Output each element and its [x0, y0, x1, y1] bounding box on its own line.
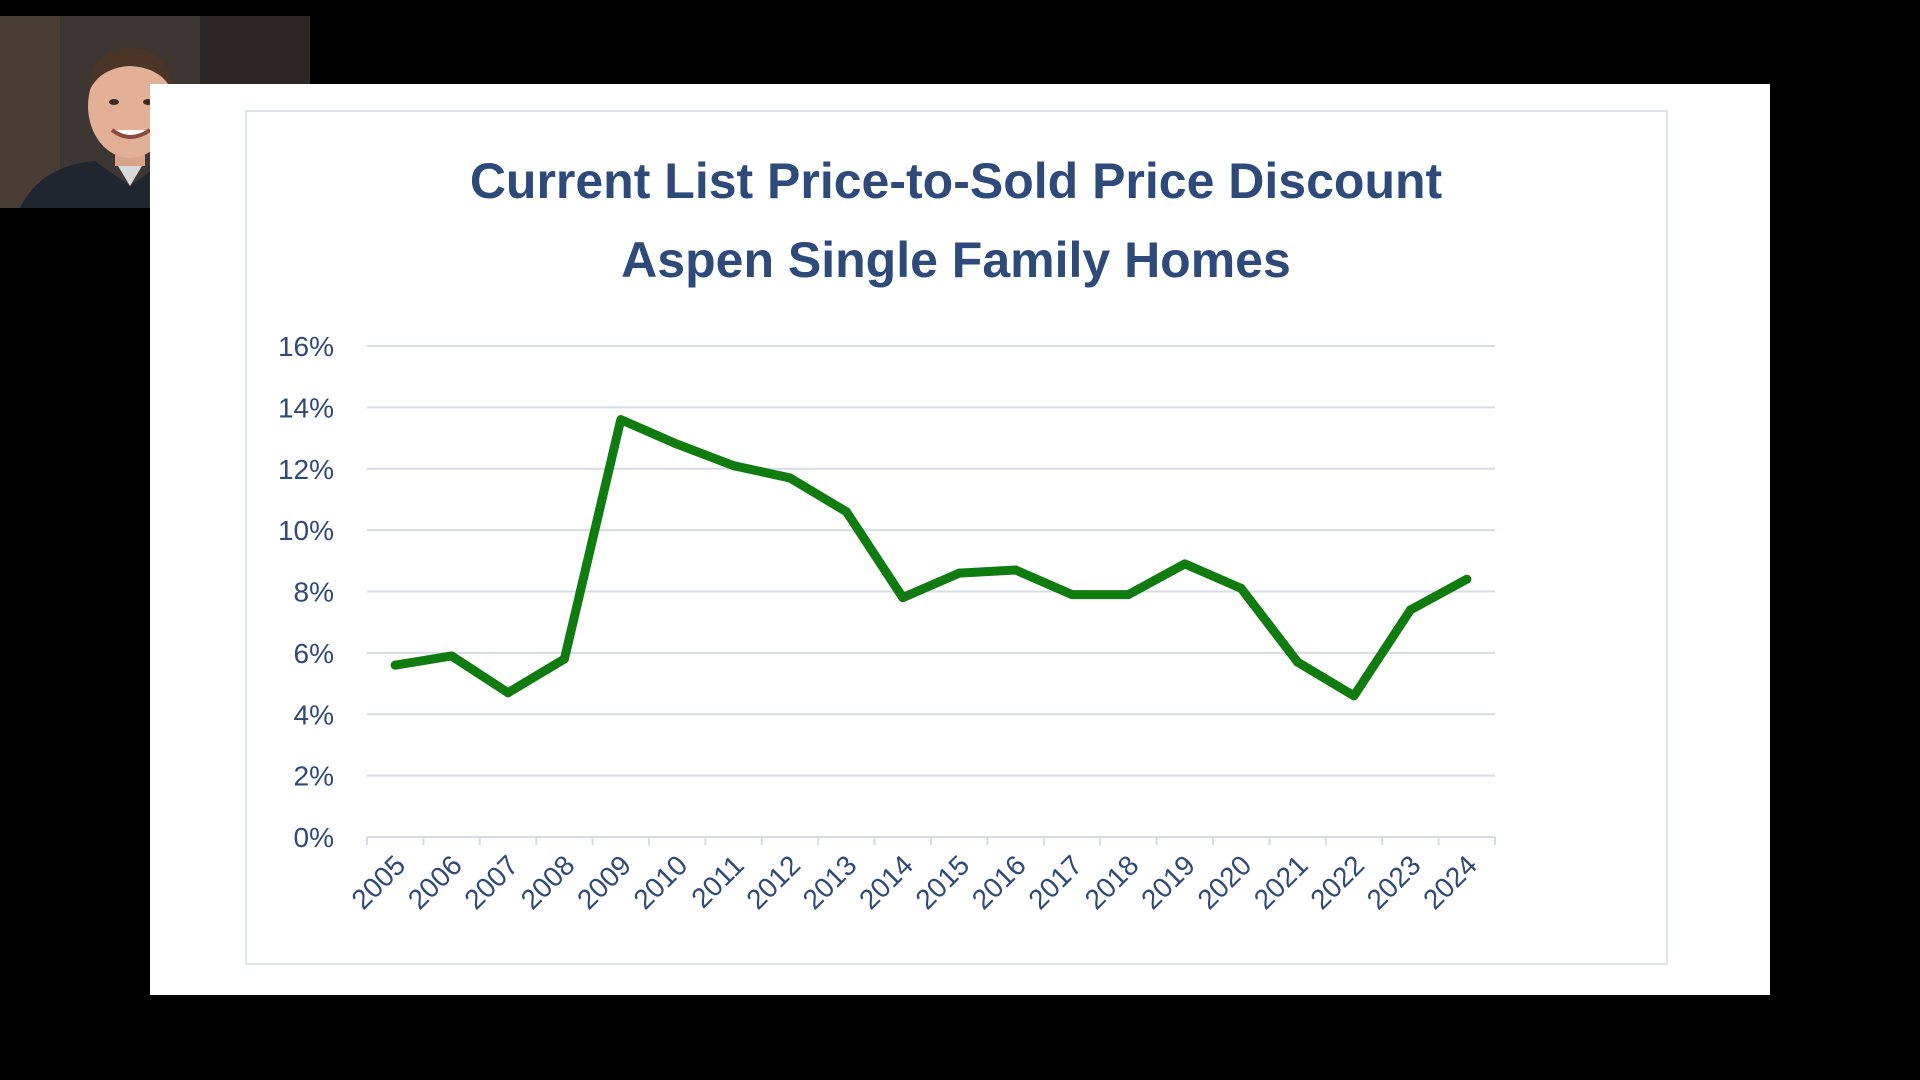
- x-tick-label: 2007: [458, 849, 524, 915]
- data-point: [672, 439, 682, 449]
- chart-title: Current List Price-to-Sold Price Discoun…: [470, 153, 1443, 209]
- x-tick-label: 2010: [627, 849, 693, 915]
- chart-frame: Current List Price-to-Sold Price Discoun…: [245, 110, 1668, 965]
- data-point: [503, 688, 513, 698]
- data-point: [1405, 605, 1415, 615]
- x-tick-label: 2016: [966, 849, 1032, 915]
- x-tick-label: 2014: [853, 849, 919, 915]
- line-chart: Current List Price-to-Sold Price Discoun…: [278, 153, 1496, 915]
- x-tick-label: 2020: [1191, 849, 1257, 915]
- y-tick-label: 14%: [278, 392, 334, 423]
- y-tick-label: 0%: [294, 822, 334, 853]
- x-axis: [366, 836, 1496, 845]
- x-tick-label: 2011: [685, 849, 750, 914]
- data-point: [1123, 590, 1133, 600]
- y-tick-label: 2%: [294, 761, 334, 792]
- data-point: [1462, 574, 1472, 584]
- data-point: [841, 507, 851, 517]
- data-point: [559, 654, 569, 664]
- x-tick-label: 2012: [740, 849, 806, 915]
- data-point: [616, 415, 626, 425]
- x-tick-label: 2024: [1417, 849, 1483, 915]
- x-tick-label: 2021: [1248, 849, 1314, 915]
- x-tick-label: 2023: [1361, 849, 1427, 915]
- y-tick-label: 4%: [294, 699, 334, 730]
- data-point: [1180, 559, 1190, 569]
- data-point: [729, 461, 739, 471]
- data-point: [1011, 565, 1021, 575]
- data-point: [1293, 657, 1303, 667]
- y-tick-label: 6%: [294, 638, 334, 669]
- series-line: [390, 415, 1472, 701]
- data-point: [1349, 691, 1359, 701]
- x-tick-label: 2009: [571, 849, 637, 915]
- data-point: [898, 593, 908, 603]
- x-tick-label: 2018: [1079, 849, 1145, 915]
- x-tick-label: 2006: [402, 849, 468, 915]
- data-point: [954, 568, 964, 578]
- x-tick-label: 2022: [1304, 849, 1370, 915]
- x-tick-label: 2005: [345, 849, 411, 915]
- chart-subtitle: Aspen Single Family Homes: [621, 232, 1291, 288]
- x-axis-ticks: 2005200620072008200920102011201220132014…: [345, 849, 1483, 915]
- x-tick-label: 2017: [1022, 849, 1088, 915]
- x-tick-label: 2008: [515, 849, 581, 915]
- x-tick-label: 2019: [1135, 849, 1201, 915]
- data-point: [447, 651, 457, 661]
- data-point: [785, 473, 795, 483]
- y-axis-ticks: 0% 2% 4% 6% 8% 10% 12% 14% 16%: [278, 331, 334, 853]
- data-point: [1067, 590, 1077, 600]
- presentation-slide: Current List Price-to-Sold Price Discoun…: [150, 84, 1770, 995]
- y-tick-label: 10%: [278, 515, 334, 546]
- y-tick-label: 8%: [294, 577, 334, 608]
- series: [390, 415, 1472, 701]
- x-tick-label: 2015: [909, 849, 975, 915]
- x-tick-label: 2013: [797, 849, 863, 915]
- data-point: [390, 660, 400, 670]
- y-tick-label: 16%: [278, 331, 334, 362]
- y-tick-label: 12%: [278, 454, 334, 485]
- gridlines: [367, 345, 1495, 777]
- data-point: [1236, 583, 1246, 593]
